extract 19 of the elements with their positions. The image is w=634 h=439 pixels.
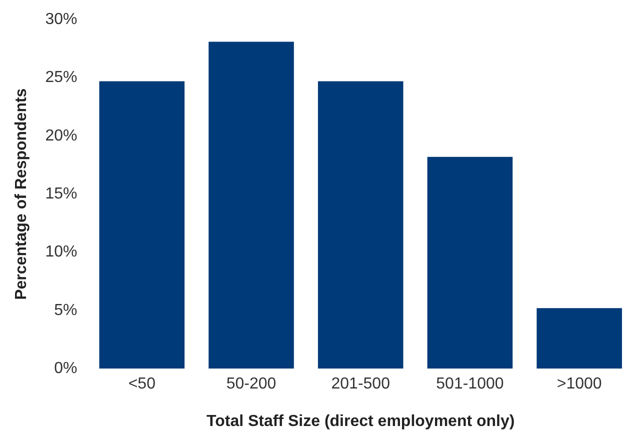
x-axis-title: Total Staff Size (direct employment only) <box>206 412 515 430</box>
y-tick-label: 10% <box>45 244 78 261</box>
y-tick-label: 20% <box>45 127 78 144</box>
bar <box>427 156 513 369</box>
x-tick-label: 50-200 <box>226 376 276 393</box>
y-tick-label: 25% <box>45 69 78 86</box>
y-tick-label: 5% <box>54 302 78 319</box>
y-axis-title: Percentage of Respondents <box>13 88 30 300</box>
y-tick-label: 30% <box>45 11 78 28</box>
x-tick-label: 201-500 <box>331 376 390 393</box>
x-tick-label: <50 <box>128 376 156 393</box>
bar <box>536 308 622 369</box>
bar <box>99 81 185 369</box>
x-tick-label: >1000 <box>556 376 602 393</box>
bar <box>208 42 294 369</box>
x-tick-label: 501-1000 <box>436 376 504 393</box>
y-tick-label: 0% <box>54 360 78 378</box>
bar <box>318 81 404 369</box>
y-tick-label: 15% <box>45 186 78 203</box>
